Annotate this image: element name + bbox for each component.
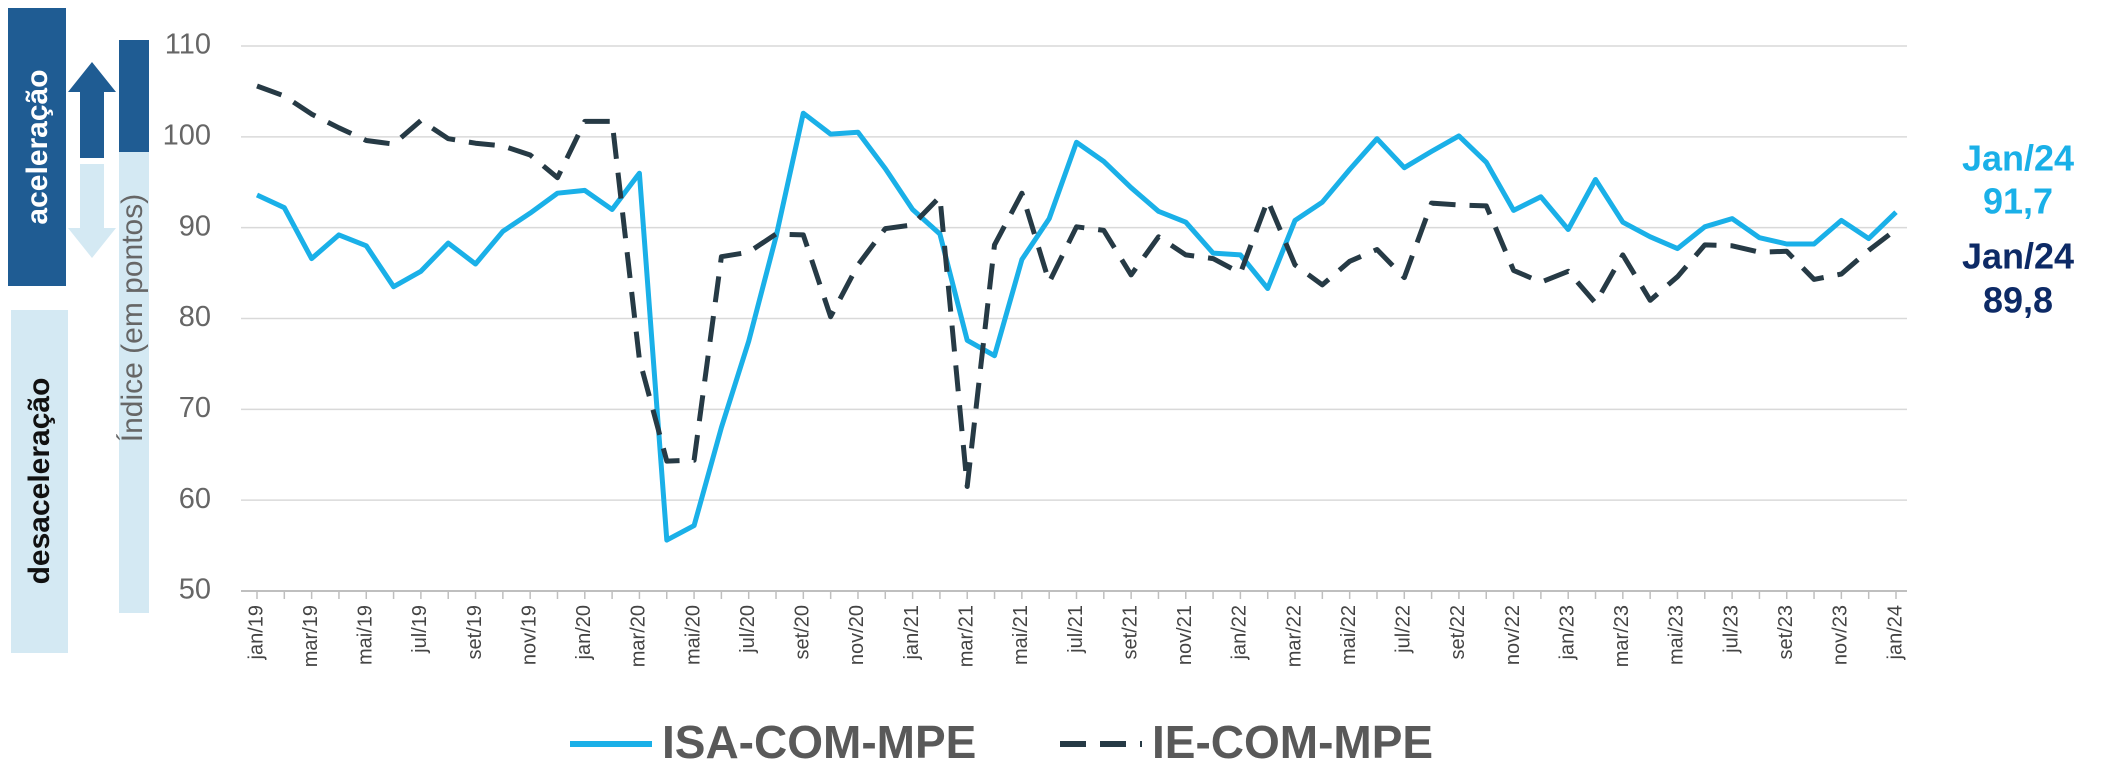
x-tick-label: set/20 [792, 605, 814, 659]
x-tick-label: mar/19 [300, 605, 322, 667]
line-series [255, 110, 1898, 543]
legend-label: IE-COM-MPE [1152, 716, 1433, 764]
annotation-title: Jan/24 [1962, 236, 2074, 277]
x-tick-label: jan/20 [573, 605, 595, 661]
x-tick-label: jan/19 [245, 605, 267, 661]
x-tick-label: jul/23 [1720, 605, 1742, 654]
x-tick-label: jan/21 [901, 605, 923, 661]
x-tick-label: jul/22 [1393, 605, 1415, 654]
deceleration-box [11, 310, 68, 653]
x-tick-label: set/19 [464, 605, 486, 659]
x-tick-label: set/23 [1775, 605, 1797, 659]
x-tick-label: nov/21 [1174, 605, 1196, 665]
y-tick-label: 110 [165, 29, 211, 61]
x-tick-label: jan/22 [1229, 605, 1251, 661]
annotation-value: 89,8 [1983, 280, 2053, 321]
up-arrow [68, 62, 116, 158]
x-tick-label: mai/21 [1010, 605, 1032, 665]
x-tick-label: mai/19 [355, 605, 377, 665]
x-tick-label: set/22 [1447, 605, 1469, 659]
x-tick-label: nov/22 [1502, 605, 1524, 665]
x-tick-label: jan/23 [1556, 605, 1578, 661]
x-tick-label: set/21 [1119, 605, 1141, 659]
line-series [256, 83, 1898, 489]
x-tick-label: jan/24 [1884, 605, 1906, 661]
x-tick-label: mar/21 [956, 605, 978, 667]
y-tick-label: 90 [179, 210, 211, 242]
y-label-band-top [119, 40, 149, 152]
x-tick-label: nov/23 [1830, 605, 1852, 665]
annotation-value: 91,7 [1983, 181, 2053, 222]
y-tick-label: 60 [179, 483, 211, 515]
x-tick-label: mai/23 [1666, 605, 1688, 665]
x-tick-label: nov/20 [846, 605, 868, 665]
x-tick-label: mar/20 [628, 605, 650, 667]
acceleration-label: aceleração [21, 69, 54, 224]
x-tick-label: mar/23 [1611, 605, 1633, 667]
deceleration-label: desaceleração [23, 378, 56, 585]
y-axis-label: Índice (em pontos) [116, 194, 149, 442]
x-tick-label: nov/19 [518, 605, 540, 665]
x-tick-label: jul/19 [409, 605, 431, 654]
x-tick-label: mai/20 [682, 605, 704, 665]
acceleration-box [8, 8, 66, 286]
x-tick-label: mai/22 [1338, 605, 1360, 665]
x-tick-label: mar/22 [1283, 605, 1305, 667]
down-arrow [68, 164, 116, 258]
x-tick-label: jul/21 [1065, 605, 1087, 654]
legend-label: ISA-COM-MPE [662, 716, 976, 764]
y-tick-label: 100 [163, 119, 211, 151]
x-tick-label: jul/20 [737, 605, 759, 654]
annotation-title: Jan/24 [1962, 138, 2074, 179]
y-tick-label: 70 [179, 392, 211, 424]
y-tick-label: 50 [179, 574, 211, 606]
y-tick-label: 80 [179, 301, 211, 333]
